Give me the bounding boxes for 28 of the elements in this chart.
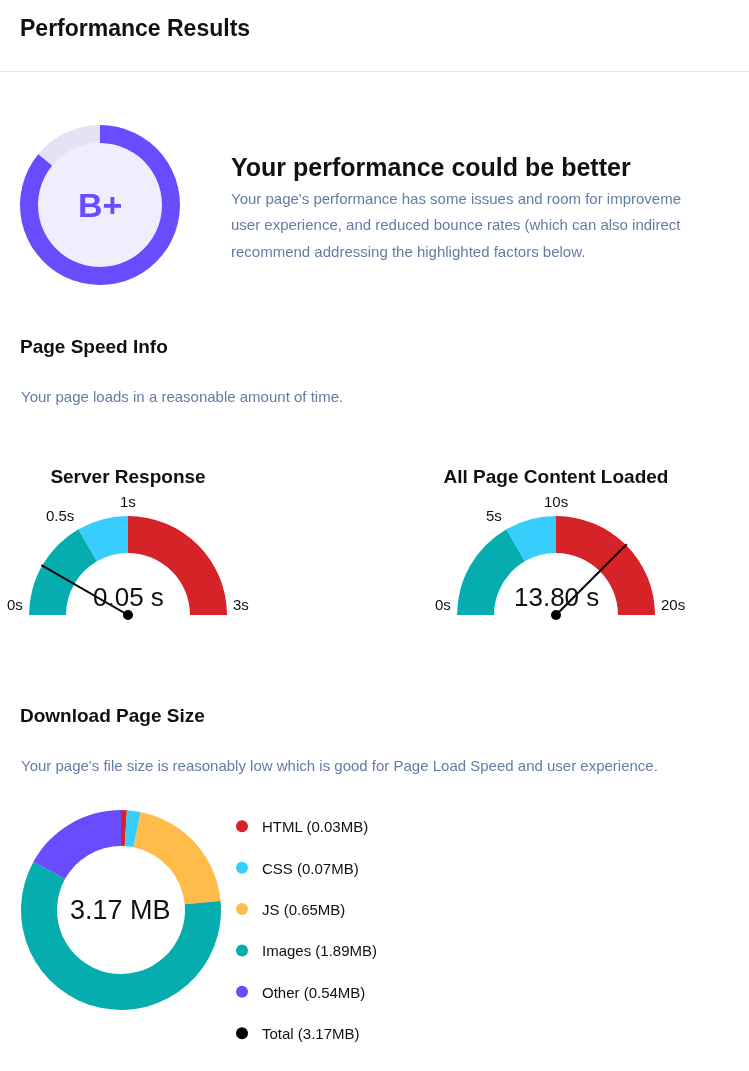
legend-label: CSS (0.07MB) bbox=[262, 859, 359, 877]
legend-label: Images (1.89MB) bbox=[262, 942, 378, 960]
text: Your page loads in a reasonable amount of time. bbox=[21, 386, 345, 407]
chart-title: All Page Content Loaded bbox=[443, 465, 669, 487]
text: B+ bbox=[78, 186, 123, 224]
legend-label: Total (3.17MB) bbox=[262, 1025, 360, 1043]
text: Page Speed Info bbox=[20, 335, 168, 359]
chart-title: Download Page Size bbox=[20, 704, 205, 728]
legend-label: HTML (0.03MB) bbox=[262, 818, 369, 836]
text: Your page's performance has some issues and room for improveme user experience, and reduced bounce rates (which can also indirect recommend addressing the highlighted factors below. bbox=[231, 188, 683, 262]
text: 0.05 s bbox=[93, 582, 164, 612]
slice-label: 10s bbox=[544, 493, 569, 510]
slice-label: 0s bbox=[435, 596, 451, 613]
text: Your performance could be better bbox=[231, 151, 631, 183]
legend-label: JS (0.65MB) bbox=[262, 900, 346, 918]
slice-label: 5s bbox=[486, 507, 502, 524]
text: 3.17 MB bbox=[70, 895, 171, 925]
donut-slice bbox=[38, 125, 100, 166]
chart-title: Server Response bbox=[50, 465, 206, 487]
slice-label: 0s bbox=[7, 596, 23, 613]
slice-label: 1s bbox=[120, 493, 136, 510]
text: 3s bbox=[233, 596, 249, 613]
text: 20s bbox=[661, 596, 686, 613]
slice-label: 0.5s bbox=[46, 507, 75, 524]
donut-slice bbox=[20, 125, 180, 285]
chart-subtitle: Your page's file size is reasonably low which is good for Page Load Speed and user experience. bbox=[21, 755, 659, 776]
legend-label: Other (0.54MB) bbox=[262, 983, 366, 1001]
text: Performance Results bbox=[20, 13, 251, 43]
